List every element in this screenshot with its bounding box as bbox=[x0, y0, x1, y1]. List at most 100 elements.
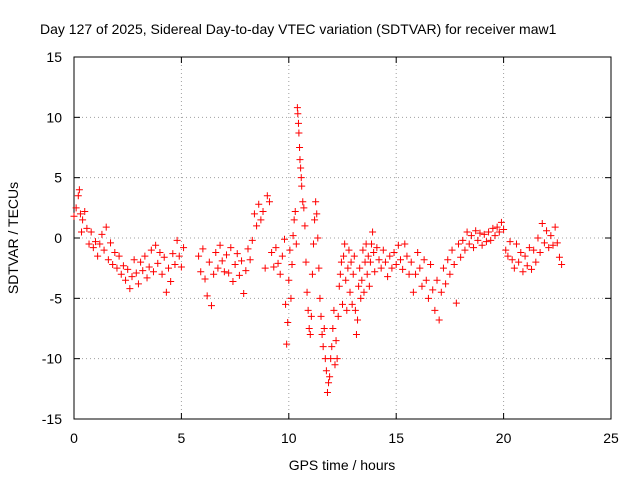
data-point bbox=[348, 300, 356, 308]
data-point bbox=[203, 292, 211, 300]
data-point bbox=[305, 325, 313, 332]
data-point bbox=[345, 246, 353, 254]
data-point bbox=[290, 216, 298, 224]
data-point bbox=[145, 263, 153, 271]
x-tick-label: 20 bbox=[496, 430, 512, 446]
x-tick-label: 10 bbox=[281, 430, 297, 446]
data-point bbox=[70, 212, 78, 220]
data-point bbox=[115, 252, 123, 260]
data-point bbox=[289, 232, 297, 240]
data-point bbox=[407, 258, 415, 266]
data-point bbox=[502, 246, 510, 254]
data-point bbox=[519, 268, 527, 276]
x-axis-label: GPS time / hours bbox=[289, 457, 396, 473]
data-point bbox=[349, 270, 357, 278]
data-point bbox=[235, 271, 243, 279]
data-point bbox=[435, 316, 443, 324]
data-point bbox=[429, 286, 437, 294]
data-point bbox=[286, 246, 294, 254]
data-point bbox=[238, 257, 246, 265]
data-point bbox=[474, 236, 482, 244]
data-point bbox=[300, 204, 308, 212]
data-point bbox=[287, 294, 295, 302]
data-point bbox=[107, 239, 115, 247]
data-point bbox=[318, 331, 326, 339]
data-point bbox=[386, 252, 394, 260]
data-point bbox=[76, 210, 84, 218]
data-point bbox=[297, 164, 305, 172]
data-point bbox=[457, 253, 465, 261]
data-point bbox=[250, 210, 258, 218]
data-point bbox=[304, 306, 312, 314]
data-point bbox=[450, 261, 458, 269]
data-point bbox=[366, 258, 374, 266]
data-point bbox=[365, 282, 373, 290]
data-point bbox=[437, 288, 445, 296]
data-point bbox=[139, 267, 147, 275]
data-point bbox=[341, 240, 349, 248]
data-point bbox=[377, 264, 385, 272]
data-point bbox=[259, 207, 267, 215]
data-point bbox=[180, 244, 188, 252]
data-point bbox=[316, 294, 324, 302]
data-point bbox=[100, 246, 108, 254]
data-point bbox=[390, 248, 398, 256]
data-point bbox=[299, 198, 307, 206]
y-tick-label: 15 bbox=[46, 49, 62, 65]
data-point bbox=[134, 280, 142, 288]
y-tick-label: 10 bbox=[46, 109, 62, 125]
data-point bbox=[265, 198, 273, 206]
data-point bbox=[354, 316, 362, 324]
data-point bbox=[141, 252, 149, 260]
data-point bbox=[128, 273, 136, 281]
data-point bbox=[165, 264, 173, 272]
data-point bbox=[350, 252, 358, 260]
data-point bbox=[363, 270, 371, 278]
data-point bbox=[284, 318, 292, 326]
data-point bbox=[74, 192, 82, 200]
data-point bbox=[295, 129, 303, 137]
data-point bbox=[506, 238, 514, 246]
data-point bbox=[351, 306, 359, 314]
data-point bbox=[130, 256, 138, 264]
data-point bbox=[272, 244, 280, 252]
data-point bbox=[147, 246, 155, 254]
data-point bbox=[418, 282, 426, 290]
data-point bbox=[422, 276, 430, 284]
data-point bbox=[452, 299, 460, 307]
data-point bbox=[540, 239, 548, 247]
data-point bbox=[143, 274, 151, 282]
y-tick-label: -5 bbox=[50, 290, 63, 306]
data-point bbox=[231, 261, 239, 269]
data-point bbox=[454, 240, 462, 248]
data-point bbox=[296, 156, 304, 164]
data-point bbox=[381, 258, 389, 266]
data-point bbox=[371, 268, 379, 276]
data-point bbox=[171, 261, 179, 269]
data-point bbox=[111, 248, 119, 256]
data-point bbox=[263, 192, 271, 200]
data-point bbox=[409, 288, 417, 296]
data-point bbox=[384, 273, 392, 281]
y-axis-label: SDTVAR / TECUs bbox=[5, 182, 21, 294]
data-point bbox=[298, 182, 306, 190]
data-point bbox=[317, 312, 325, 320]
data-point bbox=[102, 223, 110, 231]
data-point bbox=[340, 252, 348, 260]
data-point bbox=[207, 302, 215, 310]
data-point bbox=[98, 230, 106, 238]
data-point bbox=[319, 343, 327, 351]
data-point bbox=[375, 256, 383, 264]
data-point bbox=[327, 355, 335, 363]
data-point bbox=[281, 235, 289, 243]
data-point bbox=[225, 269, 233, 277]
data-point bbox=[470, 244, 478, 252]
data-point bbox=[510, 264, 518, 272]
data-point bbox=[87, 228, 95, 236]
data-point bbox=[427, 261, 435, 269]
data-point bbox=[553, 239, 561, 247]
data-point bbox=[476, 229, 484, 237]
data-point bbox=[233, 250, 241, 258]
data-point bbox=[370, 248, 378, 256]
